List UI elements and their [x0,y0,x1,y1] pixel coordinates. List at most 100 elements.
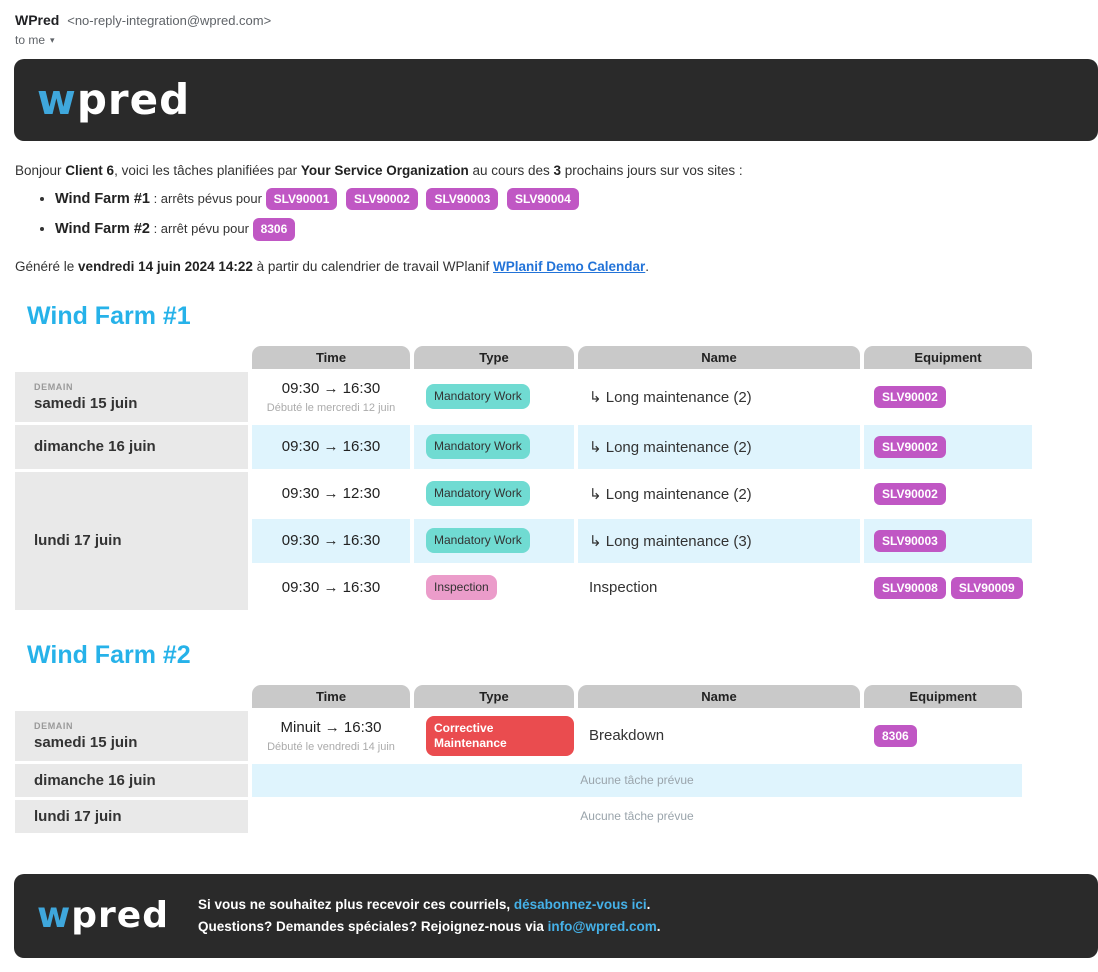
type-badge: Mandatory Work [426,384,530,410]
equipment-cell: SLV90003 [864,518,1032,563]
time-range: 09:30 → 16:30 [281,579,381,597]
time-cell: 09:30 → 16:30 [252,518,410,563]
table-row: DEMAIN samedi 15 juin Minuit → 16:30 Déb… [15,710,1022,761]
day-cell: lundi 17 juin [15,471,248,610]
table-row: dimanche 16 juin Aucune tâche prévue [15,763,1022,797]
table-row: dimanche 16 juin 09:30 → 16:30 Mandatory… [15,424,1032,469]
date-column-spacer [15,346,248,369]
equipment-cell: SLV90002 [864,471,1032,516]
type-badge: Corrective Maintenance [426,715,574,756]
intro-text: Bonjour [15,163,66,178]
type-badge: Mandatory Work [426,528,530,554]
task-name-cell: ↳ Long maintenance (2) [578,424,860,469]
time-cell: Minuit → 16:30 Débuté le vendredi 14 jui… [252,710,410,761]
day-name: lundi 17 juin [34,807,122,825]
equipment-chip: SLV90003 [426,188,499,211]
mail-header: WPred <no-reply-integration@wpred.com> t… [0,0,1098,49]
date-column-spacer [15,685,248,708]
intro-text: , voici les tâches planifiées par [114,163,301,178]
equipment-chip: SLV90002 [874,482,946,505]
equipment-chip: SLV90009 [950,576,1023,599]
table-row: 09:30 → 16:30 Inspection Inspection SLV9… [15,565,1032,610]
unsubscribe-link[interactable]: désabonnez-vous ici [513,896,647,912]
day-name: samedi 15 juin [34,394,138,412]
equipment-chip: SLV90008 [874,576,946,599]
equipment-cell: SLV90002 [864,371,1032,422]
logo-w: w [37,75,77,124]
days-count: 3 [553,163,562,178]
generated-datetime: vendredi 14 juin 2024 14:22 [78,258,253,274]
type-cell: Mandatory Work [414,371,574,422]
brand-banner: wpred [14,59,1098,141]
task-name-cell: Inspection [578,565,860,610]
column-header-type: Type [414,345,574,369]
day-name: lundi 17 juin [34,532,122,550]
site2-title: Wind Farm #2 [27,640,191,669]
equipment-cell: 8306 [864,710,1022,761]
footer-banner: wpred Si vous ne souhaitez plus recevoir… [14,873,1098,958]
time-note: Débuté le mercredi 12 juin [266,401,396,414]
task-name-cell: ↳ Long maintenance (3) [578,518,860,563]
no-task-cell: Aucune tâche prévue [252,799,1022,833]
table-row: lundi 17 juin Aucune tâche prévue [15,799,1022,833]
day-cell: DEMAIN samedi 15 juin [15,710,248,761]
summary-label: : arrêt pévu pour [149,221,253,237]
footer-line-text: Si vous ne souhaitez plus recevoir ces c… [197,896,514,912]
site-name: Wind Farm #1 [55,191,150,207]
calendar-link[interactable]: WPlanif Demo Calendar [493,258,646,274]
contact-line: Questions? Demandes spéciales? Rejoignez… [198,916,661,938]
day-tag: DEMAIN [34,720,74,731]
time-range: 09:30 → 16:30 [281,438,381,456]
type-cell: Mandatory Work [414,518,574,563]
equipment-chip: SLV90004 [506,188,579,211]
site-name: Wind Farm #2 [55,221,150,238]
footer-text: Si vous ne souhaitez plus recevoir ces c… [198,894,661,939]
recipient-dropdown[interactable]: to me ▾ [15,33,55,47]
time-cell: 09:30 → 12:30 [252,471,410,516]
equipment-chip: 8306 [874,724,917,747]
sender-address: <no-reply-integration@wpred.com> [67,13,272,28]
sender-name: WPred [15,12,60,28]
day-tag: DEMAIN [34,381,74,392]
type-cell: Mandatory Work [414,471,574,516]
table-header-row: Time Type Name Equipment [15,345,1032,369]
column-header-type: Type [414,684,574,708]
type-cell: Corrective Maintenance [414,710,574,761]
equipment-chip: SLV90002 [874,435,946,458]
logo-rest: pred [71,894,169,936]
intro-text: au cours des [468,163,554,178]
column-header-equipment: Equipment [864,684,1022,708]
time-cell: 09:30 → 16:30 Débuté le mercredi 12 juin [252,371,410,422]
equipment-chip: SLV90002 [346,188,418,211]
task-name-cell: ↳ Long maintenance (2) [578,471,860,516]
intro-text: prochains jours sur vos sites : [561,163,743,178]
table-row: lundi 17 juin 09:30 → 12:30 Mandatory Wo… [15,471,1032,610]
footer-line-text: . [656,918,661,934]
logo-rest: pred [76,75,191,124]
time-cell: 09:30 → 16:30 [252,424,410,469]
site1-table: Time Type Name Equipment DEMAIN samedi 1… [11,343,1036,613]
generated-text: . [645,258,650,274]
list-item: Wind Farm #2 : arrêt pévu pour 8306 [55,218,1098,241]
wpred-logo: wpred [37,894,169,936]
unsubscribe-line: Si vous ne souhaitez plus recevoir ces c… [198,894,661,916]
day-cell: dimanche 16 juin [15,763,248,797]
recipient-label: to me [15,33,46,47]
column-header-name: Name [578,684,860,708]
table-row: DEMAIN samedi 15 juin 09:30 → 16:30 Débu… [15,371,1032,422]
contact-email-link[interactable]: info@wpred.com [547,918,657,934]
sender-line: WPred <no-reply-integration@wpred.com> [15,12,1098,28]
type-cell: Inspection [414,565,574,610]
task-name-cell: Breakdown [578,710,860,761]
equipment-chip: SLV90003 [874,529,946,552]
time-note: Débuté le vendredi 14 juin [267,740,395,753]
day-name: samedi 15 juin [34,733,138,751]
equipment-cell: SLV90008 SLV90009 [864,565,1032,610]
column-header-equipment: Equipment [864,345,1032,369]
equipment-chip: SLV90001 [265,188,338,211]
chevron-down-icon: ▾ [50,34,55,45]
day-cell: lundi 17 juin [15,799,248,833]
column-header-name: Name [578,345,860,369]
generated-line: Généré le vendredi 14 juin 2024 14:22 à … [15,259,1098,274]
column-header-time: Time [252,345,410,369]
